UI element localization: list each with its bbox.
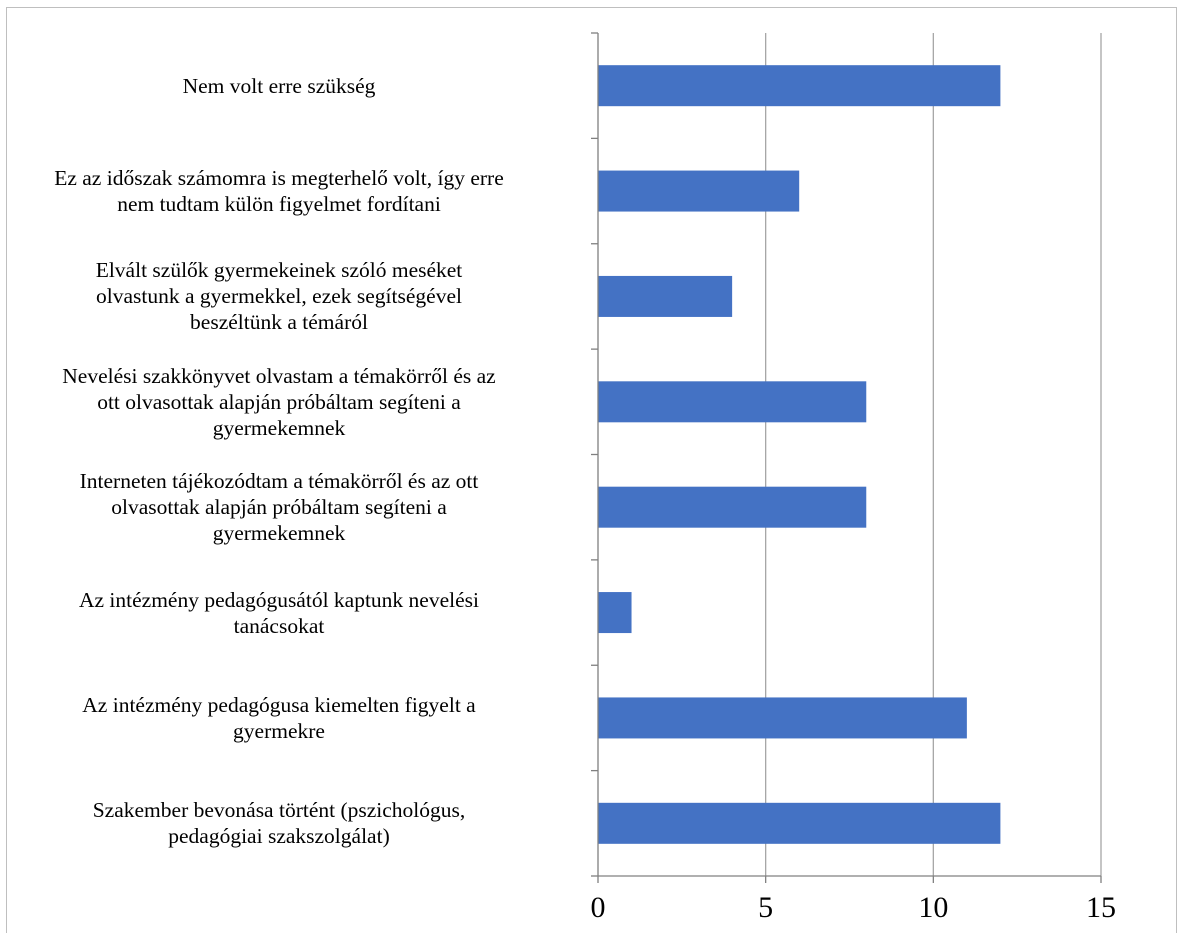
x-tick-label: 0 [591, 891, 606, 924]
x-tick-label: 10 [918, 891, 948, 924]
category-label: Az intézmény pedagógusától kaptunk nevel… [78, 587, 480, 638]
bar [598, 592, 632, 634]
category-label: Nem volt erre szükség [182, 73, 376, 98]
category-label: Interneten tájékozódtam a témakörről és … [79, 469, 479, 546]
category-label: Elvált szülők gyermekeinek szóló meséket… [95, 258, 463, 335]
bar [598, 802, 1001, 844]
chart-frame [6, 7, 1177, 933]
x-tick-label: 5 [758, 891, 773, 924]
bar [598, 65, 1001, 107]
x-tick-label: 15 [1086, 891, 1116, 924]
category-label: Ez az időszak számomra is megterhelő vol… [54, 166, 504, 217]
bar [598, 381, 867, 423]
category-label: Nevelési szakkönyvet olvastam a témakörr… [62, 363, 496, 440]
category-label: Az intézmény pedagógusa kiemelten figyel… [82, 692, 476, 743]
category-label: Szakember bevonása történt (pszichológus… [92, 798, 466, 849]
bar [598, 486, 867, 528]
bar [598, 170, 800, 212]
bar [598, 275, 733, 317]
bar [598, 697, 967, 739]
